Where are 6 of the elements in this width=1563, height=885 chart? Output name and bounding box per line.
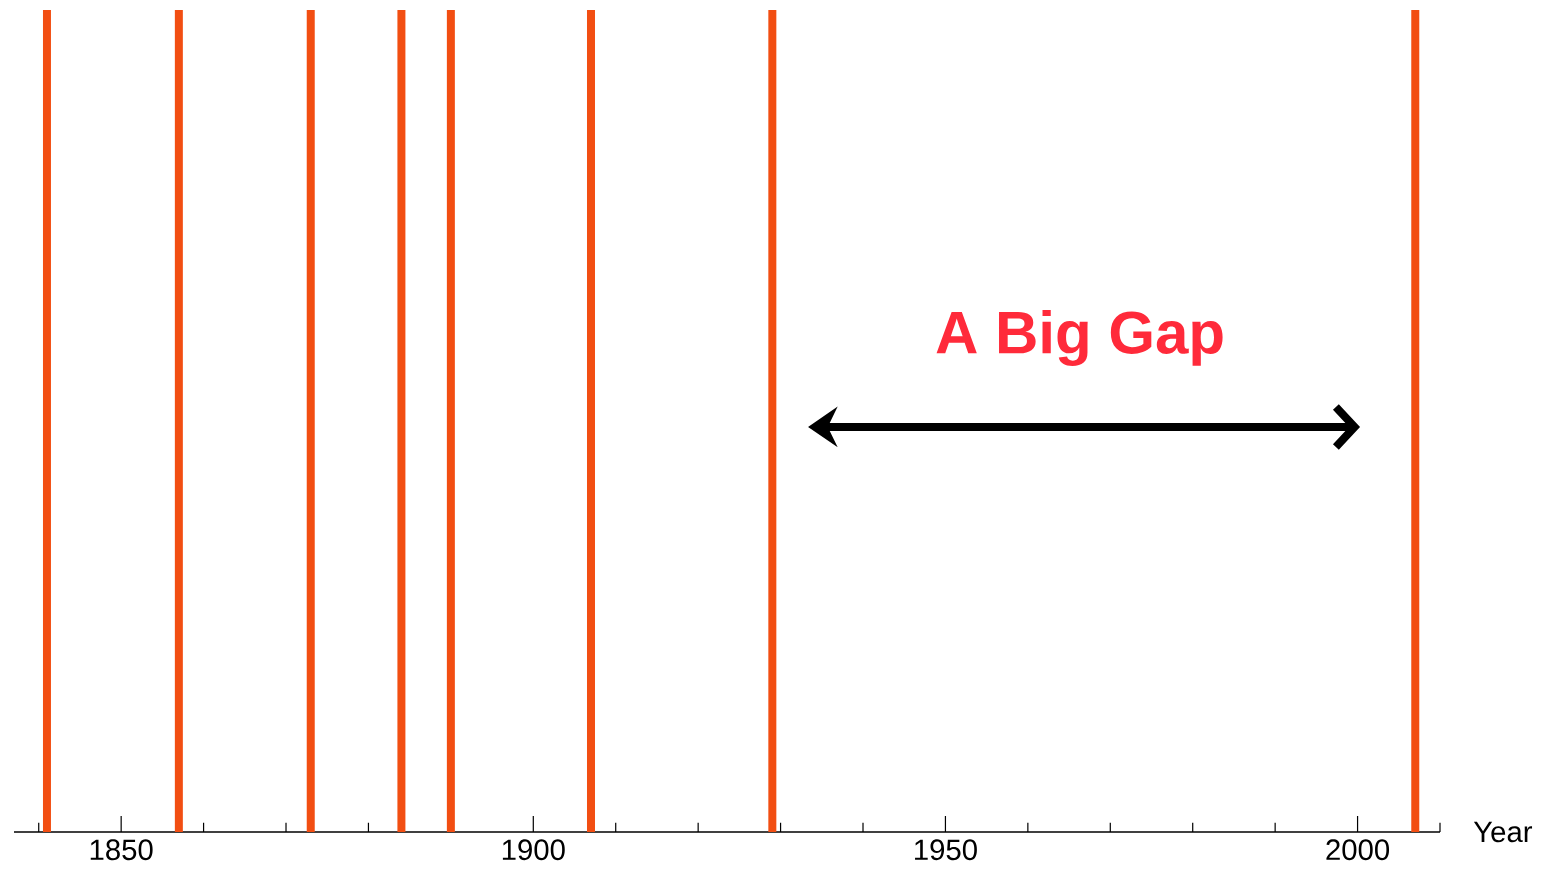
x-axis-title: Year <box>1473 821 1533 843</box>
x-tick-label: 1850 <box>90 839 153 861</box>
annotation: A Big Gap <box>936 309 1223 367</box>
x-tick-label: 1950 <box>915 839 977 861</box>
x-tick-label: 2000 <box>1326 839 1390 861</box>
x-tick-label: 1900 <box>502 839 565 861</box>
